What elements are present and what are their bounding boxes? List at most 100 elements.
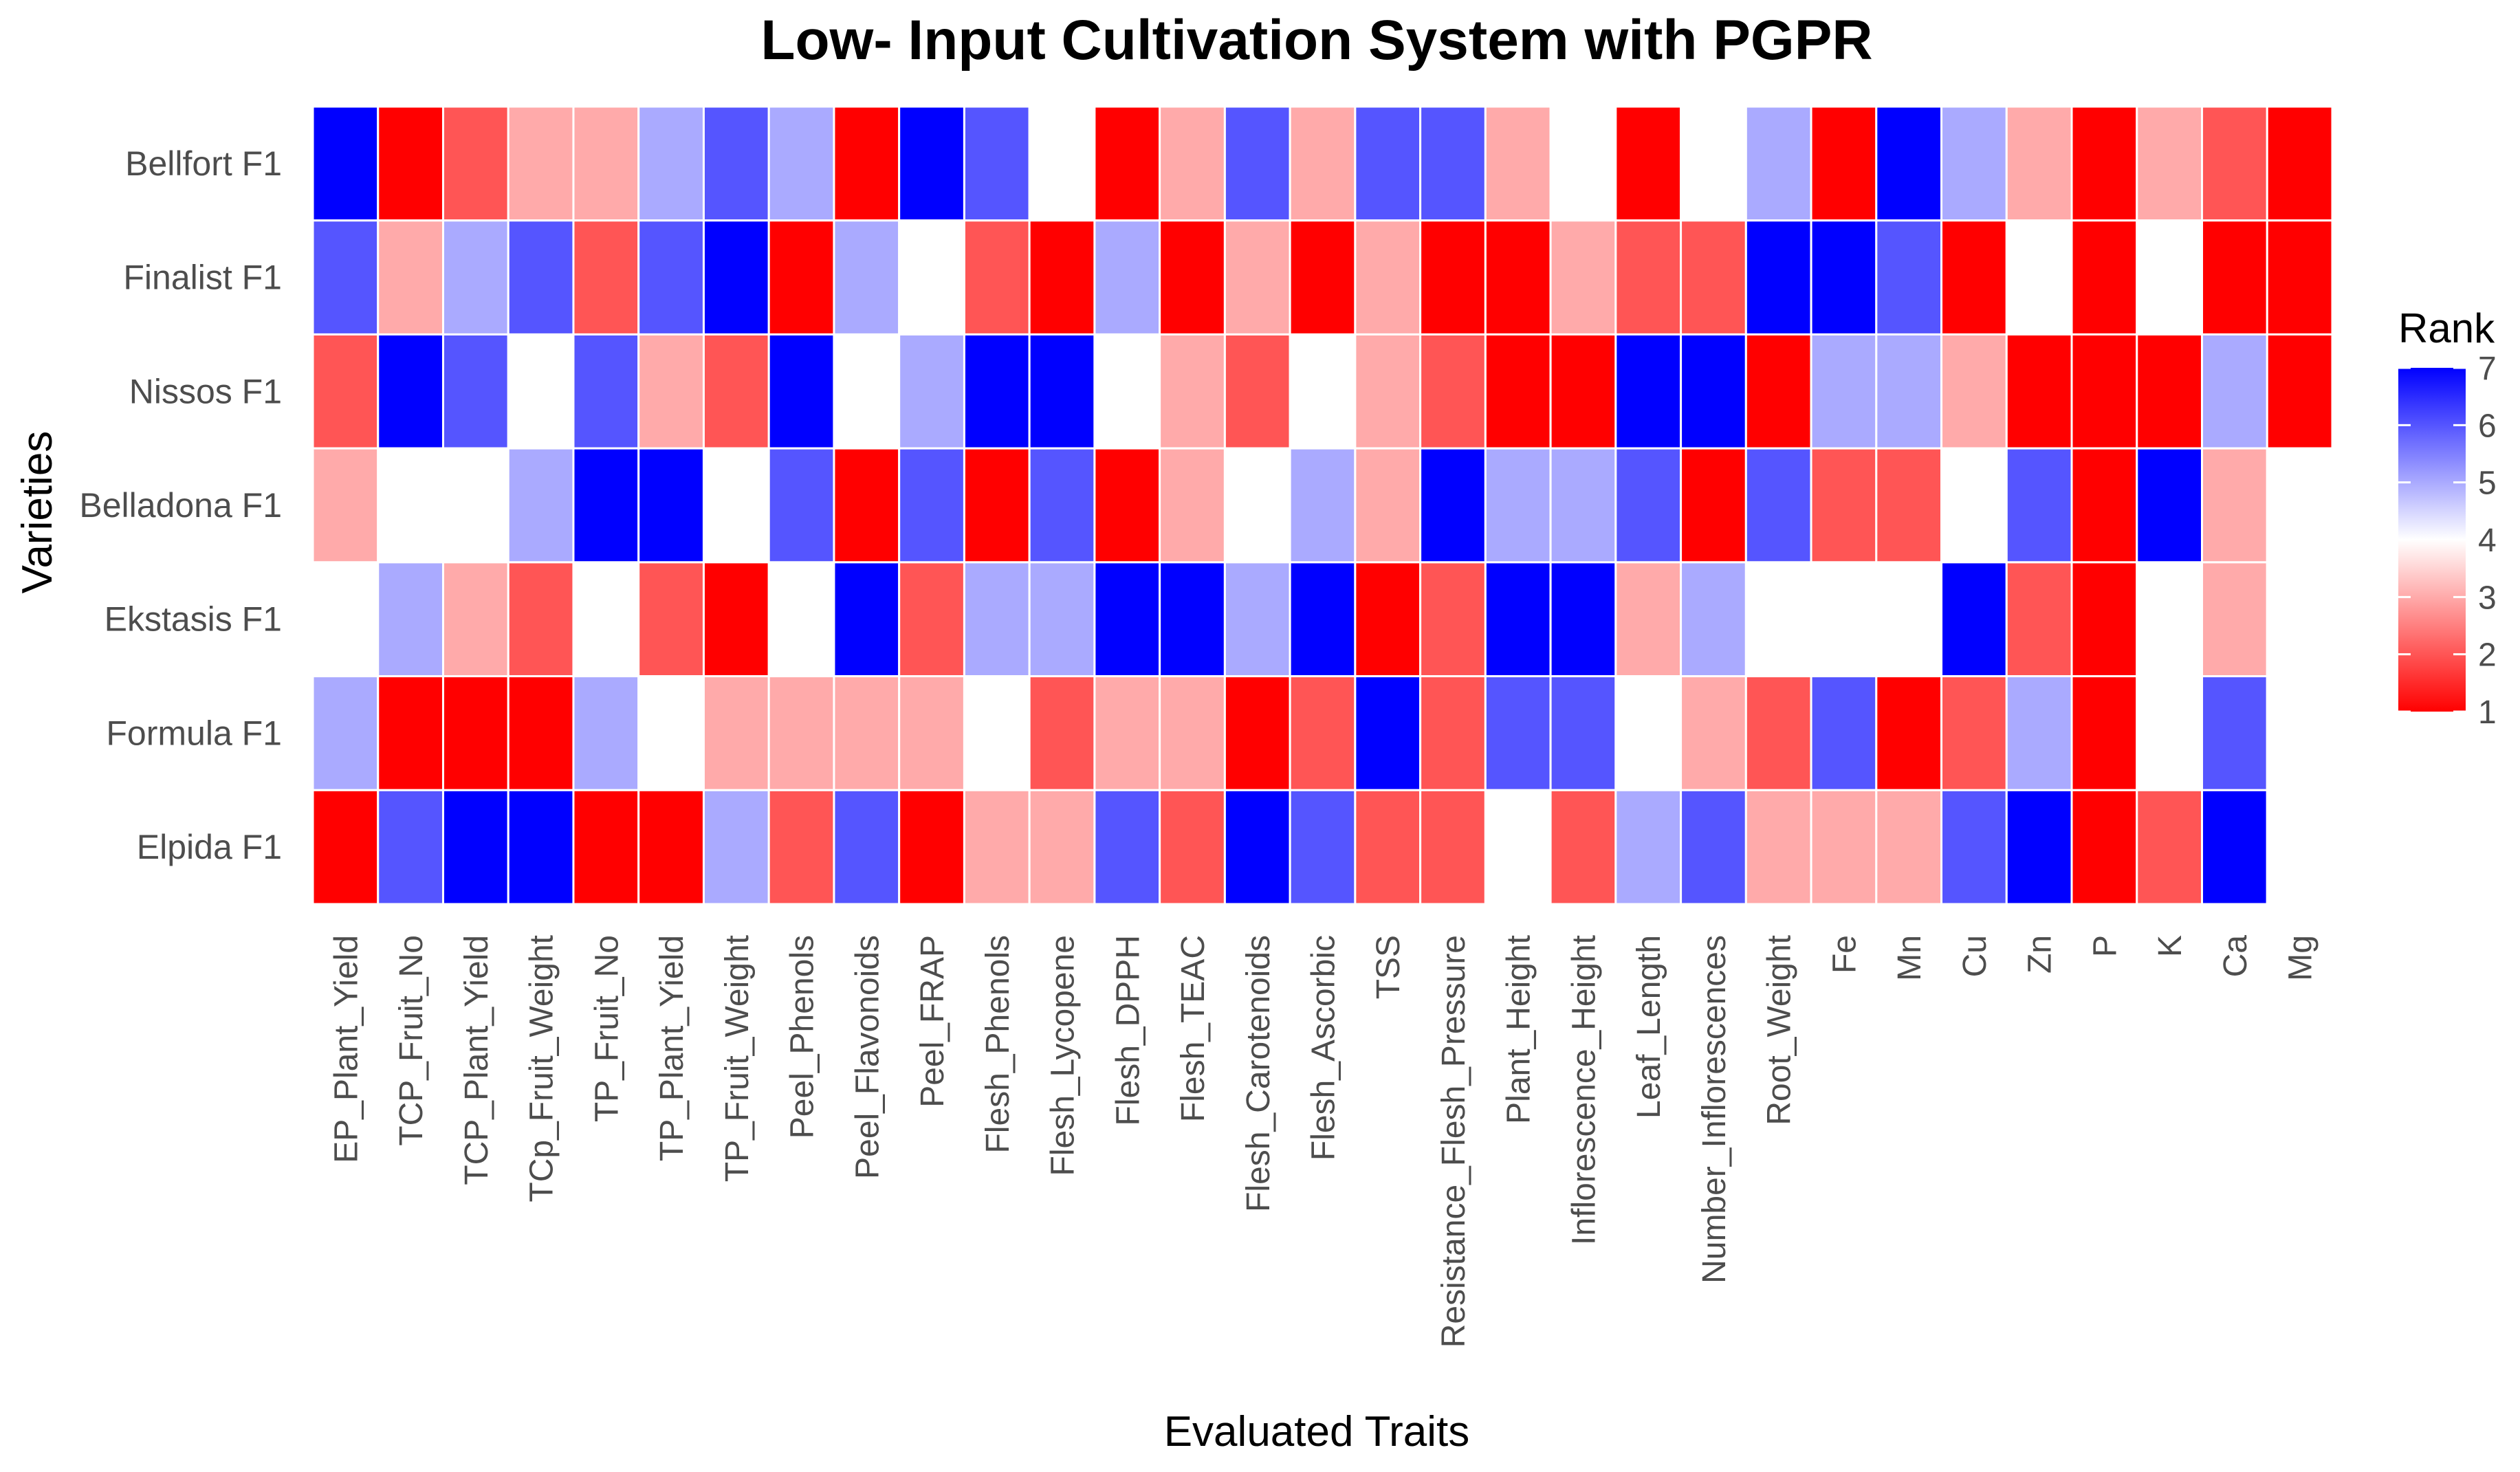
heatmap-cell — [1875, 447, 1943, 564]
heatmap-cell — [637, 219, 705, 336]
heatmap-cell — [1549, 333, 1617, 450]
heatmap-cell — [1289, 789, 1357, 905]
heatmap-cell — [1093, 789, 1161, 905]
x-tick-label: Plant_Height — [1501, 935, 1537, 1124]
heatmap-cell — [572, 447, 640, 564]
heatmap-cell — [1484, 105, 1552, 222]
heatmap-cell — [1875, 333, 1943, 450]
heatmap-cell — [1810, 561, 1878, 678]
heatmap-cell — [2266, 219, 2334, 336]
x-tick-label: TCP_Plant_Yield — [459, 935, 495, 1185]
heatmap-cell — [1940, 561, 2008, 678]
heatmap-cell — [2005, 675, 2073, 791]
heatmap-cell — [2201, 447, 2268, 564]
y-tick-label: Ekstasis F1 — [105, 600, 282, 639]
heatmap-cell — [572, 675, 640, 791]
heatmap-cell — [2266, 333, 2334, 450]
heatmap-cell — [1093, 675, 1161, 791]
heatmap-cell — [2070, 219, 2138, 336]
heatmap-cell — [1549, 561, 1617, 678]
heatmap-cell — [1940, 789, 2008, 905]
heatmap-cell — [1549, 789, 1617, 905]
heatmap-cell — [898, 219, 965, 336]
heatmap-cell — [1614, 789, 1683, 905]
heatmap-cell — [1159, 105, 1226, 222]
heatmap-cell — [963, 789, 1031, 905]
heatmap-cell — [1744, 789, 1812, 905]
x-tick-label: Peel_Flavonoids — [849, 935, 886, 1179]
heatmap-cell — [1484, 447, 1552, 564]
heatmap-cell — [1093, 561, 1161, 678]
heatmap-cell — [833, 333, 901, 450]
heatmap-cell — [311, 561, 380, 678]
heatmap-cell — [1093, 105, 1161, 222]
heatmap-cell — [1484, 333, 1552, 450]
heatmap-cell — [898, 561, 965, 678]
x-tick-label: Mg — [2283, 935, 2319, 981]
heatmap-cell — [572, 561, 640, 678]
legend-tick-label: 3 — [2478, 580, 2497, 616]
x-tick-label: Mn — [1892, 935, 1928, 981]
heatmap-cell — [441, 447, 510, 564]
heatmap-cell — [1028, 789, 1096, 905]
heatmap-cell — [311, 447, 380, 564]
heatmap-cell — [2266, 105, 2334, 222]
heatmap-cell — [1419, 447, 1487, 564]
heatmap-cell — [1159, 561, 1226, 678]
heatmap-cell — [2005, 333, 2073, 450]
heatmap-cell — [767, 561, 835, 678]
heatmap-cell — [1940, 333, 2008, 450]
heatmap-cell — [507, 675, 575, 791]
x-tick-label: Resistance_Flesh_Pressure — [1436, 935, 1472, 1348]
heatmap-cell — [963, 447, 1031, 564]
heatmap-cell — [1419, 333, 1487, 450]
heatmap-cell — [1744, 675, 1812, 791]
heatmap-cell — [1680, 675, 1747, 791]
heatmap-cell — [833, 219, 901, 336]
heatmap-cell — [702, 219, 770, 336]
heatmap-cell — [1484, 219, 1552, 336]
heatmap-cell — [572, 219, 640, 336]
heatmap-cell — [963, 219, 1031, 336]
heatmap-cell — [637, 105, 705, 222]
heatmap-cell — [1614, 447, 1683, 564]
heatmap-cell — [2005, 105, 2073, 222]
heatmap-cell — [702, 561, 770, 678]
heatmap-cell — [2201, 561, 2268, 678]
heatmap-cell — [2070, 789, 2138, 905]
heatmap-cell — [1744, 105, 1812, 222]
y-tick-label: Finalist F1 — [123, 259, 282, 297]
heatmap-cell — [1354, 333, 1422, 450]
heatmap-cell — [572, 105, 640, 222]
heatmap-cell — [833, 789, 901, 905]
heatmap-cell — [2201, 105, 2268, 222]
heatmap-cell — [1484, 561, 1552, 678]
heatmap-cell — [1875, 675, 1943, 791]
heatmap-cell — [1159, 447, 1226, 564]
heatmap-cell — [1419, 219, 1487, 336]
heatmap-cell — [1810, 333, 1878, 450]
heatmap-cell — [377, 105, 444, 222]
heatmap-cell — [441, 105, 510, 222]
heatmap-cell — [1614, 333, 1683, 450]
heatmap-cell — [1549, 447, 1617, 564]
heatmap-cell — [311, 333, 380, 450]
heatmap-cell — [2201, 219, 2268, 336]
x-tick-label: Cu — [1957, 935, 1993, 977]
heatmap-cell — [311, 219, 380, 336]
x-tick-label: TP_Fruit_Weight — [719, 935, 756, 1182]
heatmap-cell — [441, 219, 510, 336]
heatmap-cell — [1028, 675, 1096, 791]
heatmap-cell — [1549, 675, 1617, 791]
heatmap-cell — [1354, 789, 1422, 905]
x-tick-label: Flesh_Ascorbic — [1306, 935, 1342, 1161]
heatmap-cell — [311, 105, 380, 222]
heatmap-cell — [2201, 789, 2268, 905]
heatmap-cell — [1419, 561, 1487, 678]
heatmap-cell — [377, 447, 444, 564]
heatmap-cell — [2070, 675, 2138, 791]
heatmap-cell — [637, 789, 705, 905]
heatmap-cell — [1419, 675, 1487, 791]
legend-tick-label: 1 — [2478, 694, 2497, 731]
x-tick-label: Flesh_DPPH — [1110, 935, 1146, 1125]
